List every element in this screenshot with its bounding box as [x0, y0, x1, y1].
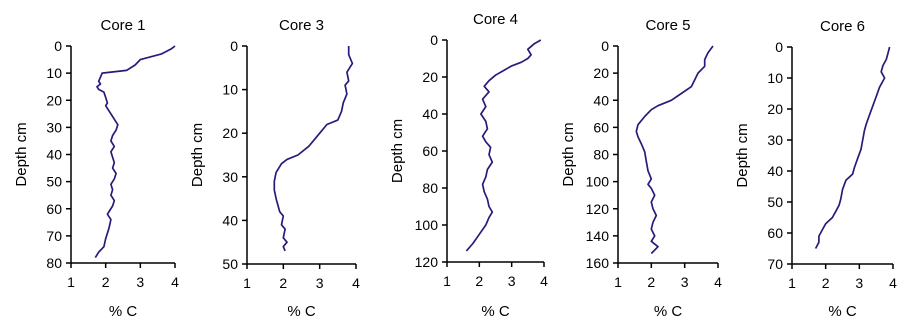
y-tick-label: 60 [767, 225, 783, 241]
y-tick-label: 40 [422, 106, 438, 122]
y-tick-label: 10 [46, 65, 62, 81]
y-tick-label: 30 [46, 119, 62, 135]
y-tick-label: 50 [222, 256, 238, 272]
y-tick-label: 100 [415, 217, 439, 233]
panel-title: Core 1 [100, 17, 145, 34]
panel-title: Core 5 [645, 17, 690, 34]
y-axis-label: Depth cm [389, 119, 406, 183]
y-axis-label: Depth cm [13, 122, 30, 186]
y-tick-label: 120 [586, 201, 610, 217]
x-tick-label: 3 [681, 274, 689, 290]
y-tick-label: 40 [767, 163, 783, 179]
y-tick-label: 140 [586, 228, 610, 244]
x-tick-label: 2 [647, 274, 655, 290]
y-tick-label: 70 [46, 228, 62, 244]
y-tick-label: 30 [767, 132, 783, 148]
x-tick-label: 4 [352, 275, 360, 291]
y-tick-label: 0 [601, 38, 609, 54]
series-line [814, 46, 891, 249]
y-tick-label: 0 [430, 32, 438, 48]
y-tick-label: 0 [230, 38, 238, 54]
y-axis-label: Depth cm [734, 123, 751, 187]
y-tick-label: 10 [767, 70, 783, 86]
panel-title: Core 4 [473, 11, 518, 28]
x-tick-label: 2 [822, 275, 830, 291]
series-line [635, 45, 714, 255]
x-axis-label: % C [287, 303, 316, 320]
x-tick-label: 3 [316, 275, 324, 291]
y-tick-label: 20 [422, 69, 438, 85]
panel-title: Core 6 [820, 18, 865, 35]
x-tick-label: 3 [136, 274, 144, 290]
x-tick-label: 1 [788, 275, 796, 291]
y-tick-label: 60 [422, 143, 438, 159]
x-tick-label: 4 [540, 273, 548, 289]
y-tick-label: 20 [46, 92, 62, 108]
y-tick-label: 70 [767, 256, 783, 272]
x-axis-label: % C [828, 303, 857, 320]
y-tick-label: 30 [222, 169, 238, 185]
x-tick-label: 2 [102, 274, 110, 290]
y-axis-label: Depth cm [189, 123, 206, 187]
x-axis-label: % C [654, 303, 683, 320]
y-tick-label: 0 [54, 38, 62, 54]
x-tick-label: 4 [889, 275, 897, 291]
x-tick-label: 4 [171, 274, 179, 290]
panel-title: Core 3 [279, 17, 324, 34]
y-tick-label: 60 [46, 201, 62, 217]
series-line [94, 45, 176, 259]
series-line [465, 39, 542, 252]
y-tick-label: 80 [593, 147, 609, 163]
y-tick-label: 20 [222, 125, 238, 141]
y-tick-label: 40 [222, 212, 238, 228]
x-axis-label: % C [481, 303, 510, 320]
x-tick-label: 2 [475, 273, 483, 289]
y-axis-label: Depth cm [560, 122, 577, 186]
x-tick-label: 1 [443, 273, 451, 289]
y-tick-label: 100 [586, 174, 610, 190]
y-tick-label: 40 [46, 147, 62, 163]
x-tick-label: 1 [67, 274, 75, 290]
y-tick-label: 120 [415, 254, 439, 270]
series-line [273, 46, 354, 252]
x-tick-label: 1 [614, 274, 622, 290]
x-tick-label: 1 [243, 275, 251, 291]
x-tick-label: 3 [855, 275, 863, 291]
x-tick-label: 2 [279, 275, 287, 291]
y-tick-label: 20 [593, 65, 609, 81]
x-tick-label: 4 [714, 274, 722, 290]
y-tick-label: 40 [593, 92, 609, 108]
x-axis-label: % C [109, 303, 138, 320]
y-tick-label: 80 [46, 255, 62, 271]
y-tick-label: 50 [767, 194, 783, 210]
y-tick-label: 50 [46, 174, 62, 190]
y-tick-label: 10 [222, 82, 238, 98]
x-tick-label: 3 [508, 273, 516, 289]
y-tick-label: 80 [422, 180, 438, 196]
y-tick-label: 160 [586, 255, 610, 271]
y-tick-label: 20 [767, 101, 783, 117]
y-tick-label: 60 [593, 119, 609, 135]
y-tick-label: 0 [775, 39, 783, 55]
